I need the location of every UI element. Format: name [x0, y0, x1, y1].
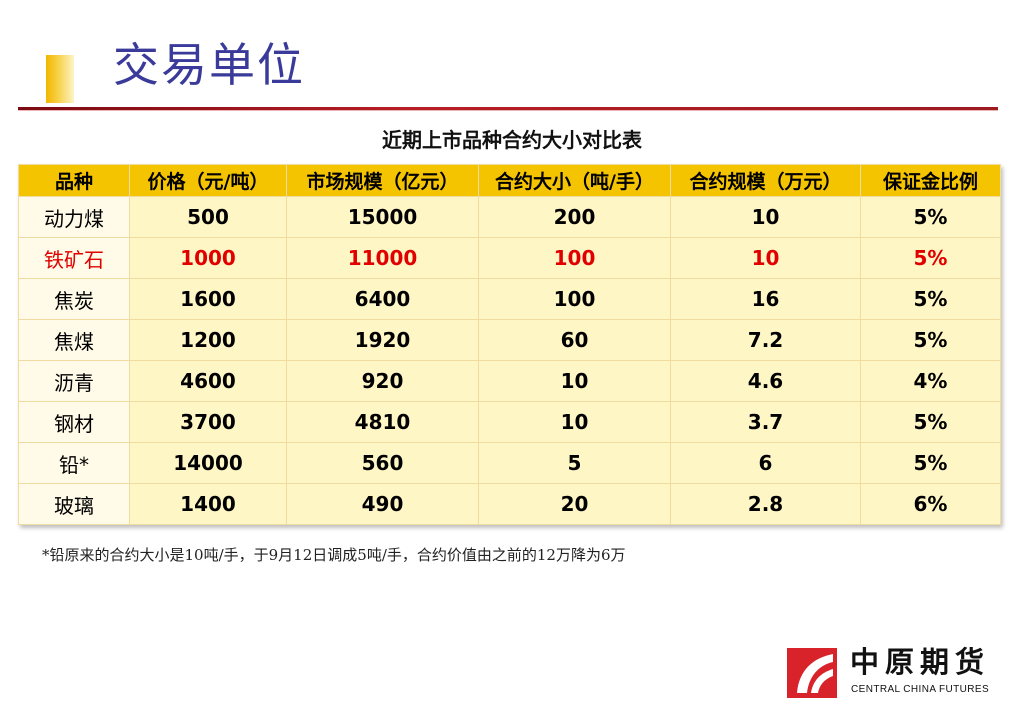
company-name-en: CENTRAL CHINA FUTURES: [851, 684, 990, 695]
table-row: 沥青 4600 920 10 4.6 4%: [18, 360, 1001, 402]
table-cell: 16: [670, 278, 861, 320]
table-row: 铅* 14000 560 5 6 5%: [18, 442, 1001, 484]
header-cell: 品种: [18, 164, 130, 197]
table-cell: 玻璃: [18, 483, 130, 525]
table-cell: 490: [286, 483, 479, 525]
title-accent-bar: [46, 55, 74, 103]
header-cell: 保证金比例: [860, 164, 1001, 197]
table-cell: 5%: [860, 442, 1001, 484]
table-cell: 920: [286, 360, 479, 402]
table-cell: 焦煤: [18, 319, 130, 361]
table-cell: 5%: [860, 196, 1001, 238]
table-cell: 2.8: [670, 483, 861, 525]
table-cell: 1000: [129, 237, 287, 279]
table-row: 焦炭 1600 6400 100 16 5%: [18, 278, 1001, 320]
table-cell: 3.7: [670, 401, 861, 443]
table-cell: 5%: [860, 319, 1001, 361]
table-row: 玻璃 1400 490 20 2.8 6%: [18, 483, 1001, 525]
header-cell: 价格（元/吨）: [129, 164, 287, 197]
header-cell: 合约规模（万元）: [670, 164, 861, 197]
table-cell: 100: [478, 278, 671, 320]
page-title: 交易单位: [113, 38, 305, 92]
table-cell: 100: [478, 237, 671, 279]
company-logo-icon: [787, 648, 837, 698]
table-cell: 4810: [286, 401, 479, 443]
table-cell: 15000: [286, 196, 479, 238]
table-cell: 10: [478, 360, 671, 402]
footnote: *铅原来的合约大小是10吨/手，于9月12日调成5吨/手，合约价值由之前的12万…: [42, 546, 626, 564]
table-cell: 1200: [129, 319, 287, 361]
table-cell: 焦炭: [18, 278, 130, 320]
table-row: 钢材 3700 4810 10 3.7 5%: [18, 401, 1001, 443]
company-name-cn: 中原期货: [850, 645, 991, 679]
table-cell: 5%: [860, 237, 1001, 279]
table-row: 焦煤 1200 1920 60 7.2 5%: [18, 319, 1001, 361]
table-cell: 6400: [286, 278, 479, 320]
table-cell: 20: [478, 483, 671, 525]
table-cell: 1600: [129, 278, 287, 320]
table-cell: 5%: [860, 401, 1001, 443]
comparison-table: 品种 价格（元/吨） 市场规模（亿元） 合约大小（吨/手） 合约规模（万元） 保…: [18, 164, 1001, 525]
table-cell: 沥青: [18, 360, 130, 402]
table-cell: 10: [670, 196, 861, 238]
table-cell: 7.2: [670, 319, 861, 361]
table-cell: 动力煤: [18, 196, 130, 238]
table-cell: 4%: [860, 360, 1001, 402]
table-cell: 10: [670, 237, 861, 279]
table-cell: 铁矿石: [18, 237, 130, 279]
table-header-row: 品种 价格（元/吨） 市场规模（亿元） 合约大小（吨/手） 合约规模（万元） 保…: [18, 164, 1001, 197]
table-cell: 钢材: [18, 401, 130, 443]
table-cell: 铅*: [18, 442, 130, 484]
table-cell: 4.6: [670, 360, 861, 402]
table-cell: 6%: [860, 483, 1001, 525]
table-cell: 11000: [286, 237, 479, 279]
table-cell: 200: [478, 196, 671, 238]
table-cell: 1400: [129, 483, 287, 525]
table-cell: 14000: [129, 442, 287, 484]
table-cell: 3700: [129, 401, 287, 443]
table-cell: 560: [286, 442, 479, 484]
header-cell: 市场规模（亿元）: [286, 164, 479, 197]
table-cell: 5%: [860, 278, 1001, 320]
table-cell: 1920: [286, 319, 479, 361]
table-cell: 5: [478, 442, 671, 484]
title-divider-shadow: [18, 110, 998, 111]
table-cell: 60: [478, 319, 671, 361]
table-caption: 近期上市品种合约大小对比表: [382, 128, 642, 152]
table-row: 动力煤 500 15000 200 10 5%: [18, 196, 1001, 238]
table-row-highlighted: 铁矿石 1000 11000 100 10 5%: [18, 237, 1001, 279]
title-divider: [18, 107, 998, 110]
table-cell: 6: [670, 442, 861, 484]
header-cell: 合约大小（吨/手）: [478, 164, 671, 197]
table-cell: 10: [478, 401, 671, 443]
table-cell: 500: [129, 196, 287, 238]
table-cell: 4600: [129, 360, 287, 402]
